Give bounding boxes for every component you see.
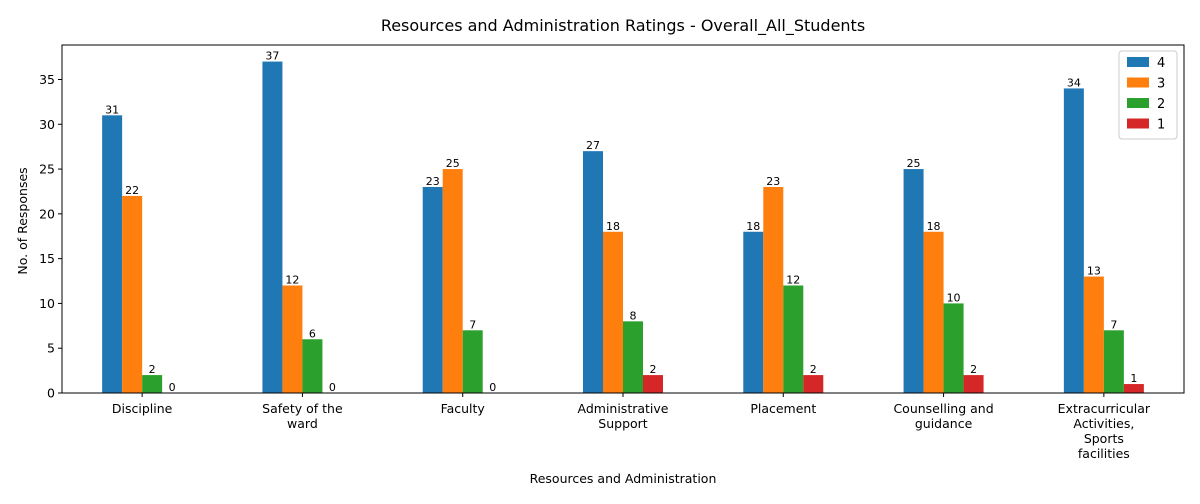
bar (442, 169, 463, 393)
data-label: 0 (329, 381, 336, 394)
data-label: 18 (606, 220, 620, 233)
x-tick-label: ward (287, 416, 318, 431)
legend-swatch (1127, 57, 1149, 67)
data-label: 23 (426, 175, 440, 188)
data-label: 13 (1087, 265, 1101, 278)
bar (302, 339, 323, 393)
data-label: 18 (927, 220, 941, 233)
data-label: 27 (586, 139, 600, 152)
x-tick-label: Support (598, 416, 648, 431)
y-tick-label: 0 (47, 386, 55, 401)
y-tick-label: 30 (39, 117, 55, 132)
legend-label: 3 (1157, 77, 1165, 92)
legend-swatch (1127, 98, 1149, 108)
bar (462, 330, 483, 393)
data-label: 0 (169, 381, 176, 394)
data-label: 8 (630, 309, 637, 322)
chart-title: Resources and Administration Ratings - O… (381, 16, 865, 36)
legend-swatch (1127, 77, 1149, 88)
data-label: 22 (125, 184, 139, 197)
bar (282, 285, 303, 393)
bar (963, 375, 984, 393)
bar (1123, 384, 1144, 393)
x-tick-label: Placement (750, 401, 816, 416)
bar (1103, 330, 1124, 393)
data-label: 25 (446, 157, 460, 170)
x-tick-label: guidance (915, 416, 973, 431)
x-tick-label: Counselling and (893, 401, 993, 416)
bar (262, 61, 283, 393)
x-tick-label: Safety of the (262, 401, 343, 416)
x-tick-label: Faculty (441, 401, 486, 416)
bar (743, 231, 764, 393)
data-label: 23 (766, 175, 780, 188)
bar (763, 186, 784, 393)
data-label: 7 (1110, 318, 1117, 331)
y-axis-label: No. of Responses (15, 167, 30, 274)
data-label: 18 (746, 220, 760, 233)
data-label: 7 (469, 318, 476, 331)
bar (422, 186, 443, 393)
legend-box (1118, 50, 1178, 140)
bar (102, 115, 123, 393)
plot-area: 3122203712602325702718821823122251810234… (39, 44, 1185, 461)
x-tick-label: Sports (1084, 431, 1124, 446)
bar (1063, 88, 1084, 393)
bar (603, 231, 623, 393)
data-label: 6 (309, 327, 316, 340)
y-tick-label: 15 (39, 251, 55, 266)
bar (1083, 276, 1104, 393)
legend-swatch (1127, 118, 1149, 129)
x-axis-label: Resources and Administration (530, 471, 717, 486)
bar (803, 375, 824, 393)
data-label: 2 (810, 363, 817, 376)
bar (923, 231, 944, 393)
data-label: 12 (786, 274, 800, 287)
data-label: 1 (1130, 372, 1137, 385)
data-label: 34 (1067, 76, 1081, 89)
legend-label: 1 (1157, 118, 1165, 133)
y-tick-label: 5 (47, 341, 55, 356)
data-label: 10 (947, 291, 961, 304)
y-tick-label: 35 (39, 72, 55, 87)
data-label: 2 (970, 363, 977, 376)
legend: 4 3 2 1 (1118, 50, 1178, 140)
data-label: 37 (265, 50, 279, 63)
bar (903, 169, 924, 393)
data-label: 25 (907, 157, 921, 170)
data-label: 2 (650, 363, 657, 376)
legend-label: 2 (1157, 97, 1165, 112)
legend-label: 4 (1157, 56, 1165, 71)
y-tick-label: 20 (39, 206, 55, 221)
bar (783, 285, 804, 393)
bar (583, 151, 603, 393)
x-tick-label: Extracurricular (1058, 401, 1151, 416)
data-label: 0 (489, 381, 496, 394)
x-tick-label: Administrative (578, 401, 669, 416)
bar (623, 321, 643, 393)
x-tick-label: Discipline (112, 401, 173, 416)
data-label: 31 (105, 103, 119, 116)
bar (142, 375, 163, 393)
y-tick-label: 25 (39, 162, 55, 177)
x-tick-label: facilities (1078, 446, 1130, 461)
x-tick-label: Activities, (1073, 416, 1134, 431)
bar (122, 195, 143, 393)
bar (643, 375, 663, 393)
y-tick-label: 10 (39, 296, 55, 311)
data-label: 2 (149, 363, 156, 376)
data-label: 12 (285, 274, 299, 287)
bar (943, 303, 964, 393)
